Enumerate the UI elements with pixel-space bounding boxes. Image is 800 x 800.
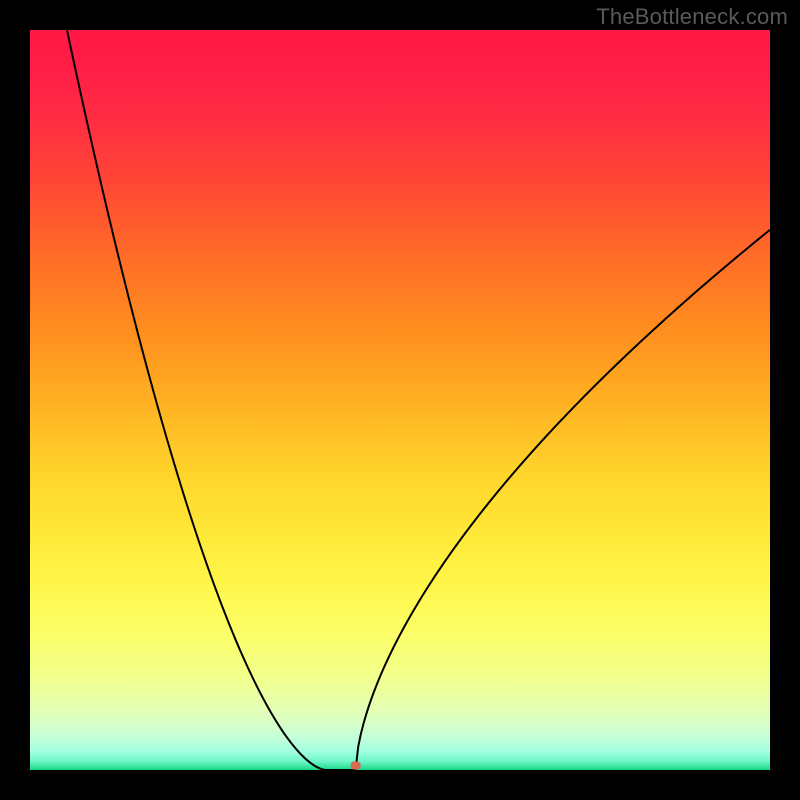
bottleneck-chart	[0, 0, 800, 800]
watermark-text: TheBottleneck.com	[596, 4, 788, 30]
optimum-marker	[351, 762, 361, 770]
chart-container: TheBottleneck.com	[0, 0, 800, 800]
gradient-background	[30, 30, 770, 770]
